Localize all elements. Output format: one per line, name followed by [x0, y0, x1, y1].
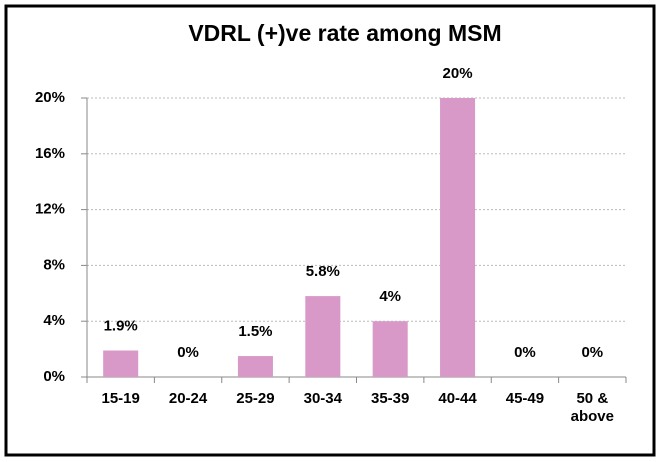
y-tick-label: 12% — [35, 201, 65, 218]
x-tick-label: 25-29 — [236, 390, 275, 407]
value-label: 0% — [177, 344, 199, 361]
value-label: 1.5% — [238, 323, 272, 340]
x-tick-label: 20-24 — [168, 390, 208, 407]
x-tick-label: 35-39 — [371, 390, 410, 407]
value-label: 20% — [443, 65, 473, 82]
y-tick-label: 0% — [43, 368, 65, 385]
value-label: 0% — [514, 344, 536, 361]
value-label: 0% — [581, 344, 603, 361]
y-tick-label: 20% — [35, 89, 65, 106]
x-tick-label-box: 15-19 — [101, 390, 140, 407]
x-tick-label: 45-49 — [505, 390, 545, 407]
y-tick-label: 4% — [43, 312, 65, 329]
bar — [305, 296, 341, 377]
x-tick-label-box: 30-34 — [303, 390, 342, 407]
bar — [237, 356, 273, 377]
x-tick-label-box: 50 & above — [570, 390, 614, 425]
x-tick-label-box: 40-44 — [438, 390, 477, 407]
value-label: 5.8% — [306, 263, 340, 280]
x-tick-label-box: 25-29 — [236, 390, 275, 407]
bar — [372, 321, 408, 377]
bar — [440, 98, 476, 377]
x-tick-label: 40-44 — [438, 390, 477, 407]
value-label: 4% — [379, 288, 401, 305]
bar — [103, 350, 139, 377]
x-tick-label: 30-34 — [303, 390, 342, 407]
y-tick-label: 16% — [35, 145, 65, 162]
x-tick-label-box: 20-24 — [168, 390, 208, 407]
chart-border — [4, 4, 656, 457]
x-tick-label-box: 35-39 — [371, 390, 410, 407]
x-tick-label: 15-19 — [101, 390, 140, 407]
value-label: 1.9% — [104, 317, 138, 334]
chart-title: VDRL (+)ve rate among MSM — [188, 20, 501, 46]
y-tick-label: 8% — [43, 256, 65, 273]
x-tick-label: 50 & above — [570, 390, 614, 425]
x-tick-label-box: 45-49 — [505, 390, 545, 407]
